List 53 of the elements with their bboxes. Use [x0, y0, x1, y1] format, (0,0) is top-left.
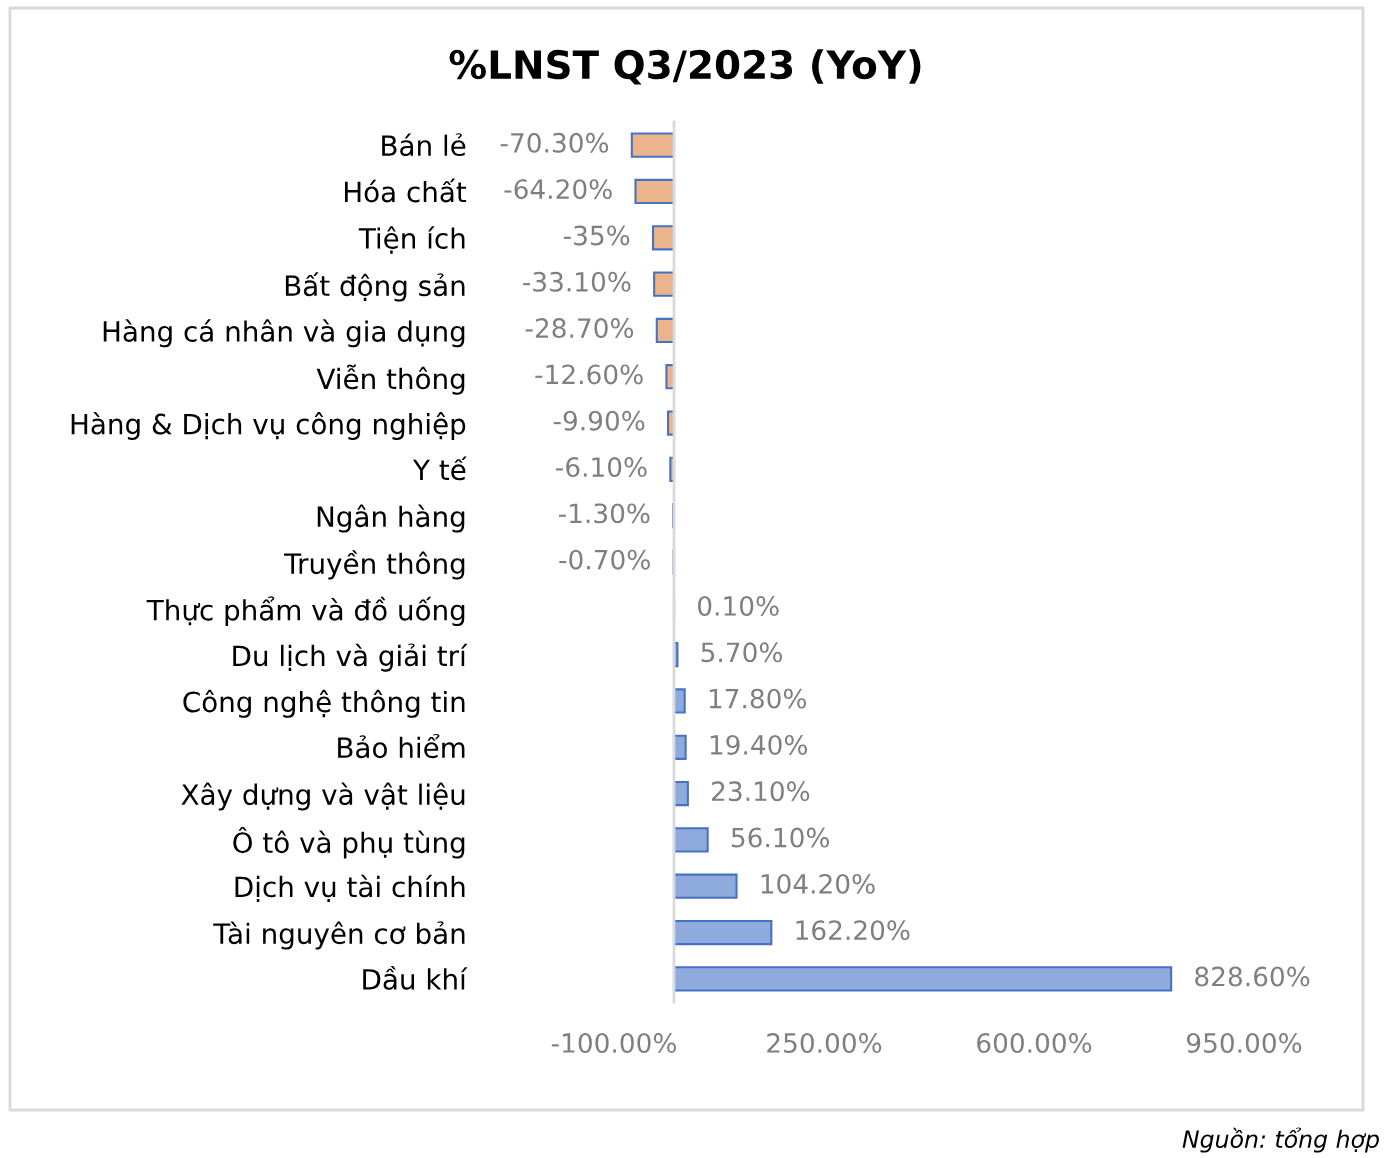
- data-label: -12.60%: [535, 364, 643, 385]
- bar: [672, 827, 709, 853]
- y-tick-label: Truyền thông: [284, 550, 465, 580]
- data-label: -0.70%: [559, 549, 650, 570]
- data-label: 19.40%: [710, 734, 808, 755]
- bar: [672, 919, 773, 946]
- data-label: 162.20%: [796, 920, 910, 941]
- y-tick-label: Ngân hàng: [317, 504, 465, 533]
- y-tick-label: Tiện ích: [358, 226, 465, 254]
- data-label: -70.30%: [500, 132, 609, 153]
- x-tick-label: 950.00%: [1186, 1033, 1302, 1053]
- data-label: 0.10%: [698, 596, 779, 616]
- data-label: 56.10%: [731, 827, 830, 848]
- y-tick-label: Bảo hiểm: [338, 733, 465, 759]
- y-tick-label: Hàng cá nhân và gia dụng: [103, 319, 465, 348]
- y-tick-label: Dịch vụ tài chính: [235, 874, 465, 903]
- data-label: 104.20%: [761, 873, 875, 894]
- y-tick-label: Viễn thông: [316, 364, 465, 395]
- y-tick-label: Bán lẻ: [382, 133, 466, 157]
- x-tick-label: 250.00%: [767, 1033, 882, 1053]
- data-label: -64.20%: [504, 179, 612, 200]
- text: Nguồn: tổng hợp: [1182, 1127, 1379, 1153]
- bar: [672, 688, 686, 714]
- bar: [672, 966, 1173, 992]
- data-label: 23.10%: [712, 781, 810, 802]
- data-label: 5.70%: [701, 642, 783, 663]
- data-label: -33.10%: [523, 271, 631, 292]
- bar: [653, 271, 676, 297]
- y-tick-label: Dầu khí: [363, 965, 468, 990]
- x-tick-label: 600.00%: [977, 1033, 1092, 1053]
- bar: [630, 132, 676, 158]
- y-tick-label: Du lịch và giải trí: [233, 643, 468, 672]
- y-tick-label: Hàng & Dịch vụ công nghiệp: [71, 411, 466, 440]
- chart-title: %LNST Q3/2023 (YoY): [449, 49, 921, 85]
- y-tick-label: Y tế: [412, 456, 467, 481]
- x-tick-label: -100.00%: [551, 1033, 677, 1053]
- y-tick-label: Xây dựng và vật liệu: [181, 782, 465, 811]
- data-label: -35%: [563, 225, 630, 246]
- y-tick-label: Công nghệ thông tin: [183, 689, 465, 718]
- data-label: -6.10%: [556, 457, 647, 478]
- bar: [651, 225, 676, 251]
- data-label: 17.80%: [709, 688, 807, 709]
- y-tick-label: Ô tô và phụ tùng: [233, 827, 465, 859]
- data-label: -9.90%: [553, 410, 645, 431]
- bar: [672, 873, 738, 899]
- bar: [634, 178, 676, 205]
- y-tick-label: Hóa chất: [344, 178, 467, 203]
- data-label: 828.60%: [1195, 966, 1310, 987]
- y-tick-label: Tài nguyên cơ bản: [213, 921, 465, 950]
- data-label: -1.30%: [558, 503, 650, 524]
- y-tick-label: Thực phẩm và đồ uống: [146, 596, 465, 627]
- y-tick-label: Bất động sản: [285, 272, 465, 302]
- data-label: -28.70%: [525, 318, 634, 339]
